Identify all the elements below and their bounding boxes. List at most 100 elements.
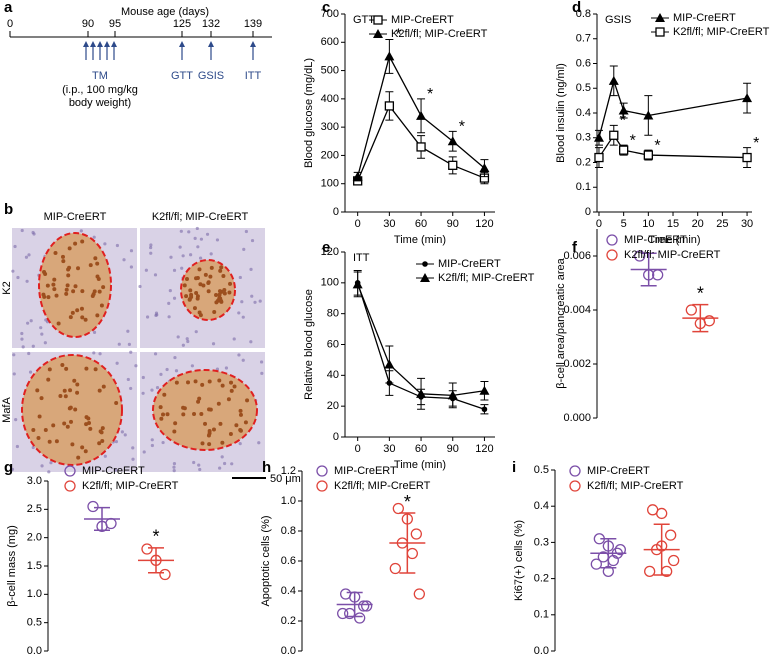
islet-nucleus — [80, 445, 85, 450]
significance-mark: * — [395, 27, 401, 44]
dot — [614, 543, 626, 556]
scale-bar-label: 50 μm — [270, 473, 301, 485]
islet-nucleus — [51, 423, 56, 428]
x-tick-label: 60 — [415, 218, 427, 230]
islet-nucleus — [201, 283, 206, 288]
x-tick-label: 0 — [355, 443, 361, 455]
nucleus — [117, 342, 121, 346]
islet-nucleus — [60, 254, 65, 259]
islet-nucleus — [245, 398, 250, 403]
islet-nucleus — [60, 363, 65, 368]
y-tick-label: 0.0 — [27, 645, 42, 657]
y-tick-label: 3.0 — [27, 475, 42, 487]
islet-nucleus — [75, 308, 80, 313]
nucleus — [27, 253, 31, 257]
islet-nucleus — [161, 412, 166, 417]
legend-label: MIP-CreERT — [82, 465, 145, 477]
legend-marker — [64, 480, 76, 492]
islet-nucleus — [72, 378, 77, 383]
nucleus — [172, 268, 177, 272]
islet-nucleus — [64, 366, 69, 371]
y-tick-label: 0.3 — [534, 536, 549, 548]
nucleus — [149, 251, 153, 255]
nucleus — [172, 469, 176, 473]
nucleus — [20, 228, 24, 233]
x-tick-label: 120 — [475, 218, 493, 230]
nucleus — [258, 299, 262, 303]
dot — [141, 543, 153, 555]
nucleus — [49, 461, 53, 465]
nucleus — [230, 462, 234, 466]
legend-marker — [316, 480, 328, 492]
legend-label: K2fl/fl; MIP-CreERT — [673, 26, 770, 38]
legend-marker — [373, 29, 383, 38]
nucleus — [205, 232, 210, 236]
islet-nucleus — [232, 384, 237, 389]
nucleus — [26, 321, 30, 325]
islet-nucleus — [222, 291, 227, 296]
nucleus — [129, 249, 134, 253]
nucleus — [173, 355, 177, 360]
islet-nucleus — [229, 380, 234, 385]
nucleus — [115, 361, 119, 365]
islet-nucleus — [212, 309, 217, 314]
islet-nucleus — [197, 396, 202, 401]
legend-label: MIP-CreERT — [624, 234, 687, 246]
nucleus — [153, 273, 158, 277]
sd-bar — [653, 523, 670, 576]
islet-nucleus — [238, 412, 243, 417]
nucleus — [12, 372, 16, 376]
x-tick-label: 90 — [447, 218, 459, 230]
marker — [479, 163, 490, 173]
dot — [634, 250, 646, 262]
islet-nucleus — [76, 266, 81, 271]
y-axis-label: β-cell area/pancreatic area — [555, 257, 567, 388]
timeline-title: Mouse age (days) — [121, 6, 209, 18]
legend-label: K2fl/fl; MIP-CreERT — [624, 249, 721, 261]
legend-label: MIP-CreERT — [391, 14, 454, 26]
nucleus — [47, 470, 51, 474]
nucleus — [241, 358, 245, 362]
islet-nucleus — [193, 379, 198, 384]
y-tick-label: 0.4 — [534, 500, 549, 512]
islet-nucleus — [53, 251, 58, 256]
nucleus — [79, 229, 83, 233]
nucleus — [149, 245, 153, 250]
nucleus — [155, 386, 160, 390]
islet-nucleus — [80, 289, 85, 294]
islet-nucleus — [114, 400, 119, 405]
timeline-day: 132 — [202, 18, 220, 30]
nucleus — [150, 443, 154, 448]
nucleus — [114, 440, 119, 444]
x-tick-label: 60 — [415, 443, 427, 455]
marker — [416, 110, 427, 120]
nucleus — [172, 296, 177, 300]
nucleus — [176, 335, 180, 339]
marker — [609, 130, 619, 140]
islet-nucleus — [83, 449, 88, 454]
nucleus — [120, 430, 124, 434]
y-tick-label: 700 — [321, 8, 339, 20]
islet-nucleus — [42, 269, 47, 274]
nucleus — [161, 440, 165, 445]
nucleus — [11, 269, 15, 273]
islet-nucleus — [196, 399, 201, 404]
nucleus — [44, 318, 48, 322]
islet-nucleus — [43, 427, 48, 432]
y-tick-label: 0.6 — [281, 555, 296, 567]
nucleus — [13, 244, 17, 249]
nucleus — [123, 433, 127, 437]
significance-mark: * — [404, 492, 411, 512]
y-axis-label: Ki67(+) cells (%) — [513, 520, 525, 601]
x-axis-label: Time (min) — [394, 459, 446, 471]
nucleus — [40, 464, 44, 468]
y-tick-label: 300 — [321, 121, 339, 133]
islet-nucleus — [83, 317, 88, 322]
islet-outline — [180, 259, 236, 321]
nucleus — [196, 245, 200, 249]
dot — [590, 558, 602, 570]
nucleus — [129, 350, 133, 354]
islet-nucleus — [227, 290, 232, 295]
islet-nucleus — [93, 367, 98, 372]
x-axis-label: Time (min) — [394, 234, 446, 246]
